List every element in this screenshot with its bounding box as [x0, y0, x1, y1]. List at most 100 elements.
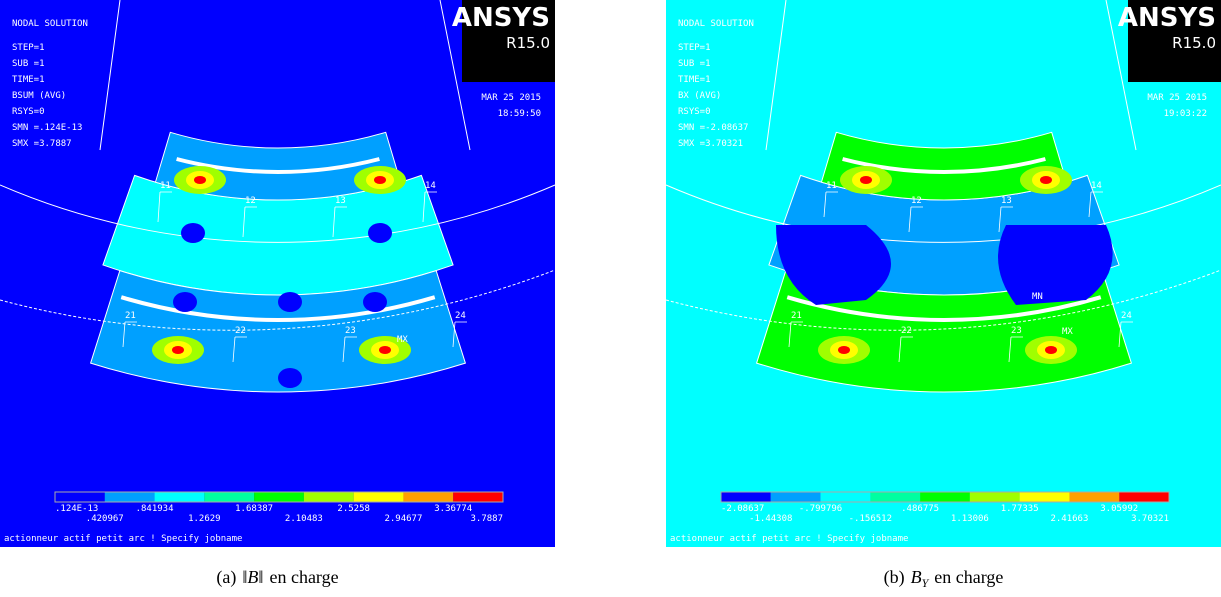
legend-label: -.156512 — [849, 514, 892, 524]
legend-swatch — [770, 492, 821, 502]
legend-label: -.799796 — [799, 504, 842, 514]
header-line: SMN =-2.08637 — [678, 123, 748, 133]
logo-box — [462, 0, 555, 82]
caption-sub: Y — [922, 576, 930, 590]
low-zone — [278, 292, 302, 312]
node-label: 23 — [1011, 326, 1022, 336]
node-lead — [1118, 321, 1133, 348]
node-label: 22 — [901, 326, 912, 336]
version: R15.0 — [506, 34, 550, 52]
legend-label: 3.05992 — [1100, 504, 1138, 514]
legend-swatch — [453, 492, 503, 502]
footer: actionneur actif petit arc ! Specify job… — [4, 534, 242, 544]
header-line: BSUM (AVG) — [12, 91, 66, 101]
legend-label: .841934 — [136, 504, 174, 514]
legend-swatch — [254, 492, 304, 502]
node-lead — [422, 191, 437, 223]
legend-label: 2.10483 — [285, 514, 323, 524]
node-lead — [232, 336, 247, 363]
header-line: TIME=1 — [678, 75, 711, 85]
legend-frame — [720, 491, 1170, 503]
logo: ANSYS — [1118, 3, 1216, 33]
frame-line — [765, 0, 1137, 151]
header-line: STEP=1 — [12, 43, 45, 53]
inner-gap — [842, 157, 1046, 174]
node-lead — [452, 321, 467, 348]
hot-zone — [1045, 346, 1057, 354]
header-line: SMX =3.70321 — [678, 139, 743, 149]
panel: NODAL SOLUTION STEP=1 SUB =1 TIME=1 BX (AVG)… — [665, 0, 1221, 590]
legend-label: 2.41663 — [1050, 514, 1088, 524]
time: 19:03:22 — [1164, 109, 1207, 119]
legend-label: 3.70321 — [1131, 514, 1169, 524]
node-label: 11 — [160, 181, 171, 191]
caption-label: (b) — [884, 567, 905, 588]
node-lead — [1088, 191, 1103, 218]
outer-gap — [120, 295, 436, 323]
node-lead — [122, 321, 137, 348]
legend-swatch — [55, 492, 105, 502]
legend-label: 2.5258 — [337, 504, 370, 514]
legend-swatch — [1119, 492, 1169, 502]
header-line: NODAL SOLUTION — [678, 19, 754, 29]
low-zone — [181, 223, 205, 243]
legend-swatch — [204, 492, 255, 502]
header-line: SMN =.124E-13 — [12, 123, 82, 133]
node-lead — [908, 206, 923, 233]
caption-label: (a) — [216, 567, 236, 588]
low-zone — [368, 223, 392, 243]
legend-swatch — [104, 492, 155, 502]
header-line: BX (AVG) — [678, 91, 721, 101]
outer-gap — [786, 295, 1102, 323]
time: 18:59:50 — [498, 109, 541, 119]
hot-zone — [1040, 176, 1052, 184]
legend-label: 1.13006 — [951, 514, 989, 524]
legend-swatch — [154, 492, 205, 502]
header-line: RSYS=0 — [678, 107, 711, 117]
hot-zone — [194, 176, 206, 184]
version: R15.0 — [1172, 34, 1216, 52]
node-lead — [332, 206, 347, 238]
legend-swatch — [303, 492, 354, 502]
legend-label: -2.08637 — [721, 504, 764, 514]
logo: ANSYS — [452, 3, 550, 33]
marker: MX — [1062, 327, 1073, 337]
legend-label: -1.44308 — [749, 514, 792, 524]
header-line: NODAL SOLUTION — [12, 19, 88, 29]
legend-label: 2.94677 — [384, 514, 422, 524]
node-label: 23 — [345, 326, 356, 336]
caption-symbol: ‖B‖ — [242, 567, 263, 587]
node-lead — [898, 336, 913, 363]
legend-label: .124E-13 — [55, 504, 98, 514]
legend-swatch — [820, 492, 871, 502]
date: MAR 25 2015 — [1147, 93, 1207, 103]
rotor-arc — [0, 269, 556, 331]
node-lead — [242, 206, 257, 238]
hot-zone — [838, 346, 850, 354]
caption-symbol: B — [911, 567, 922, 587]
node-label: 13 — [1001, 196, 1012, 206]
legend-label: .486775 — [901, 504, 939, 514]
legend-label: 1.77335 — [1001, 504, 1039, 514]
legend-label: 3.7887 — [470, 514, 503, 524]
node-label: 14 — [425, 181, 436, 191]
legend-swatch — [1019, 492, 1070, 502]
legend-swatch — [969, 492, 1020, 502]
caption: (b) BY en charge — [884, 567, 1004, 590]
legend-label: 1.68387 — [235, 504, 273, 514]
node-lead — [788, 321, 803, 348]
frame-line — [99, 0, 471, 151]
hot-zone — [860, 176, 872, 184]
low-zone — [776, 225, 891, 305]
node-label: 24 — [1121, 311, 1132, 321]
low-zone — [363, 292, 387, 312]
header-line: RSYS=0 — [12, 107, 45, 117]
node-label: 12 — [245, 196, 256, 206]
marker: MN — [1032, 292, 1043, 302]
node-lead — [342, 336, 357, 363]
legend-label: 3.36774 — [434, 504, 472, 514]
low-zone — [278, 368, 302, 388]
legend-frame — [54, 491, 504, 503]
node-label: 22 — [235, 326, 246, 336]
low-zone — [998, 225, 1113, 305]
